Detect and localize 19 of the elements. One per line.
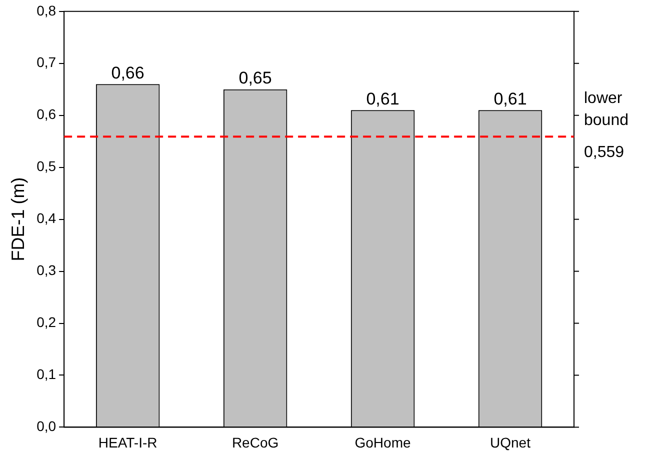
- y-tick-label: 0,7: [36, 54, 56, 70]
- y-tick-label: 0,8: [36, 2, 56, 18]
- y-tick-label: 0,3: [36, 262, 56, 278]
- data-label: 0,65: [238, 68, 272, 88]
- y-tick-label: 0,0: [36, 418, 56, 434]
- x-tick-label: UQnet: [490, 434, 531, 450]
- y-tick-label: 0,6: [36, 106, 56, 122]
- x-tick-label: HEAT-I-R: [98, 434, 158, 450]
- data-label: 0,61: [494, 89, 527, 108]
- x-tick-label: GoHome: [354, 434, 411, 450]
- ref-line-label: lower bound 0,559: [584, 90, 628, 162]
- y-tick-label: 0,5: [36, 158, 56, 174]
- y-tick-label: 0,2: [36, 314, 56, 330]
- x-tick-label: ReCoG: [232, 434, 279, 450]
- y-tick-label: 0,1: [36, 366, 56, 382]
- data-label: 0,61: [366, 89, 400, 108]
- data-label: 0,66: [111, 63, 144, 82]
- y-tick-label: 0,4: [36, 210, 56, 226]
- y-axis-title: FDE-1 (m): [8, 177, 28, 262]
